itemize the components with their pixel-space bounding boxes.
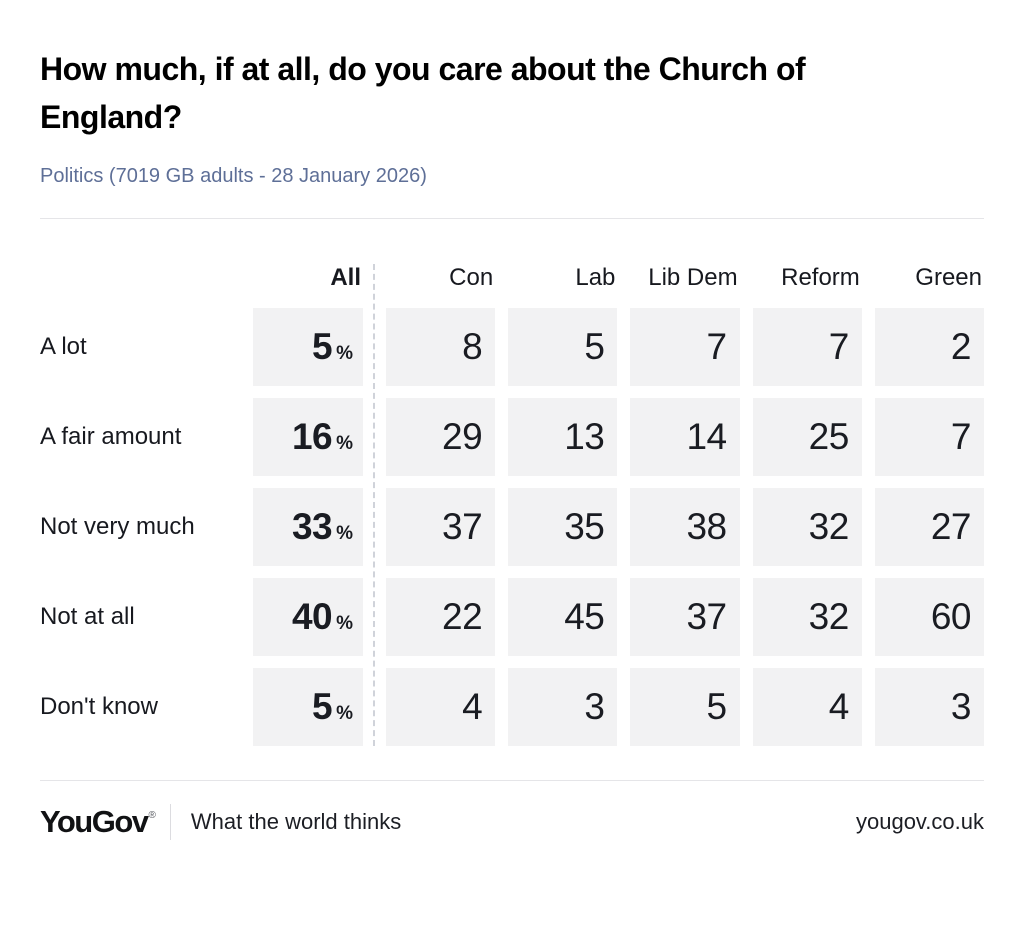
all-value-cell: 16%: [253, 398, 363, 476]
footer: YouGov® What the world thinks yougov.co.…: [40, 800, 984, 844]
value-cell: 45: [508, 578, 618, 656]
yougov-logo: YouGov®: [40, 804, 156, 840]
value-cell: 22: [386, 578, 496, 656]
value-cell: 2: [874, 308, 984, 386]
value-cell: 7: [752, 308, 862, 386]
row-label-not-at-all: Not at all: [40, 603, 135, 630]
percent-sign: %: [336, 613, 353, 634]
value-cell: 27: [874, 488, 984, 566]
footer-tagline: What the world thinks: [190, 809, 402, 834]
top-divider: [40, 218, 984, 219]
value-cell: 5: [630, 668, 740, 746]
value-cell: 5: [508, 308, 618, 386]
all-value: 5: [312, 326, 333, 367]
value-cell: 35: [508, 488, 618, 566]
row-label-a-lot: A lot: [40, 333, 87, 360]
column-header-green: Green: [915, 264, 982, 291]
footer-divider: [40, 780, 984, 781]
footer-url: yougov.co.uk: [855, 809, 984, 834]
footer-vertical-divider: [169, 804, 171, 840]
percent-sign: %: [336, 523, 353, 544]
value-cell: 32: [752, 488, 862, 566]
row-label-a-fair-amount: A fair amount: [40, 423, 182, 450]
percent-sign: %: [336, 343, 353, 364]
value-cell: 14: [630, 398, 740, 476]
value-cell: 3: [874, 668, 984, 746]
corner-cell: [40, 292, 240, 296]
value-cell: 38: [630, 488, 740, 566]
percent-sign: %: [336, 433, 353, 454]
value-cell: 37: [386, 488, 496, 566]
column-header-reform: Reform: [781, 264, 860, 291]
all-value: 33: [291, 506, 333, 547]
all-value: 5: [312, 686, 333, 727]
all-value: 16: [291, 416, 333, 457]
yougov-logo-text: YouGov: [40, 804, 149, 839]
all-value-cell: 40%: [253, 578, 363, 656]
value-cell: 37: [630, 578, 740, 656]
all-column-dashed-separator: [373, 264, 375, 746]
column-header-all: All: [330, 264, 361, 291]
all-value-cell: 33%: [253, 488, 363, 566]
all-value-cell: 5%: [253, 308, 363, 386]
value-cell: 7: [630, 308, 740, 386]
all-value-cell: 5%: [253, 668, 363, 746]
value-cell: 8: [386, 308, 496, 386]
column-header-lib-dem: Lib Dem: [648, 264, 738, 291]
survey-subtitle: Politics (7019 GB adults - 28 January 20…: [40, 165, 427, 187]
column-header-lab: Lab: [575, 264, 616, 291]
value-cell: 25: [752, 398, 862, 476]
all-value: 40: [291, 596, 333, 637]
yougov-results-card: How much, if at all, do you care about t…: [0, 45, 1024, 844]
value-cell: 3: [508, 668, 618, 746]
percent-sign: %: [336, 703, 353, 724]
value-cell: 29: [386, 398, 496, 476]
value-cell: 4: [752, 668, 862, 746]
page-title: How much, if at all, do you care about t…: [40, 51, 806, 135]
value-cell: 7: [874, 398, 984, 476]
value-cell: 4: [386, 668, 496, 746]
registered-trademark-mark: ®: [148, 810, 156, 821]
value-cell: 13: [508, 398, 618, 476]
row-label-not-very-much: Not very much: [40, 513, 195, 540]
column-header-con: Con: [449, 264, 494, 291]
value-cell: 32: [752, 578, 862, 656]
row-label-dont-know: Don't know: [40, 693, 158, 720]
results-table: All Con Lab Lib Dem Reform Green A lot 5…: [40, 258, 984, 746]
value-cell: 60: [874, 578, 984, 656]
